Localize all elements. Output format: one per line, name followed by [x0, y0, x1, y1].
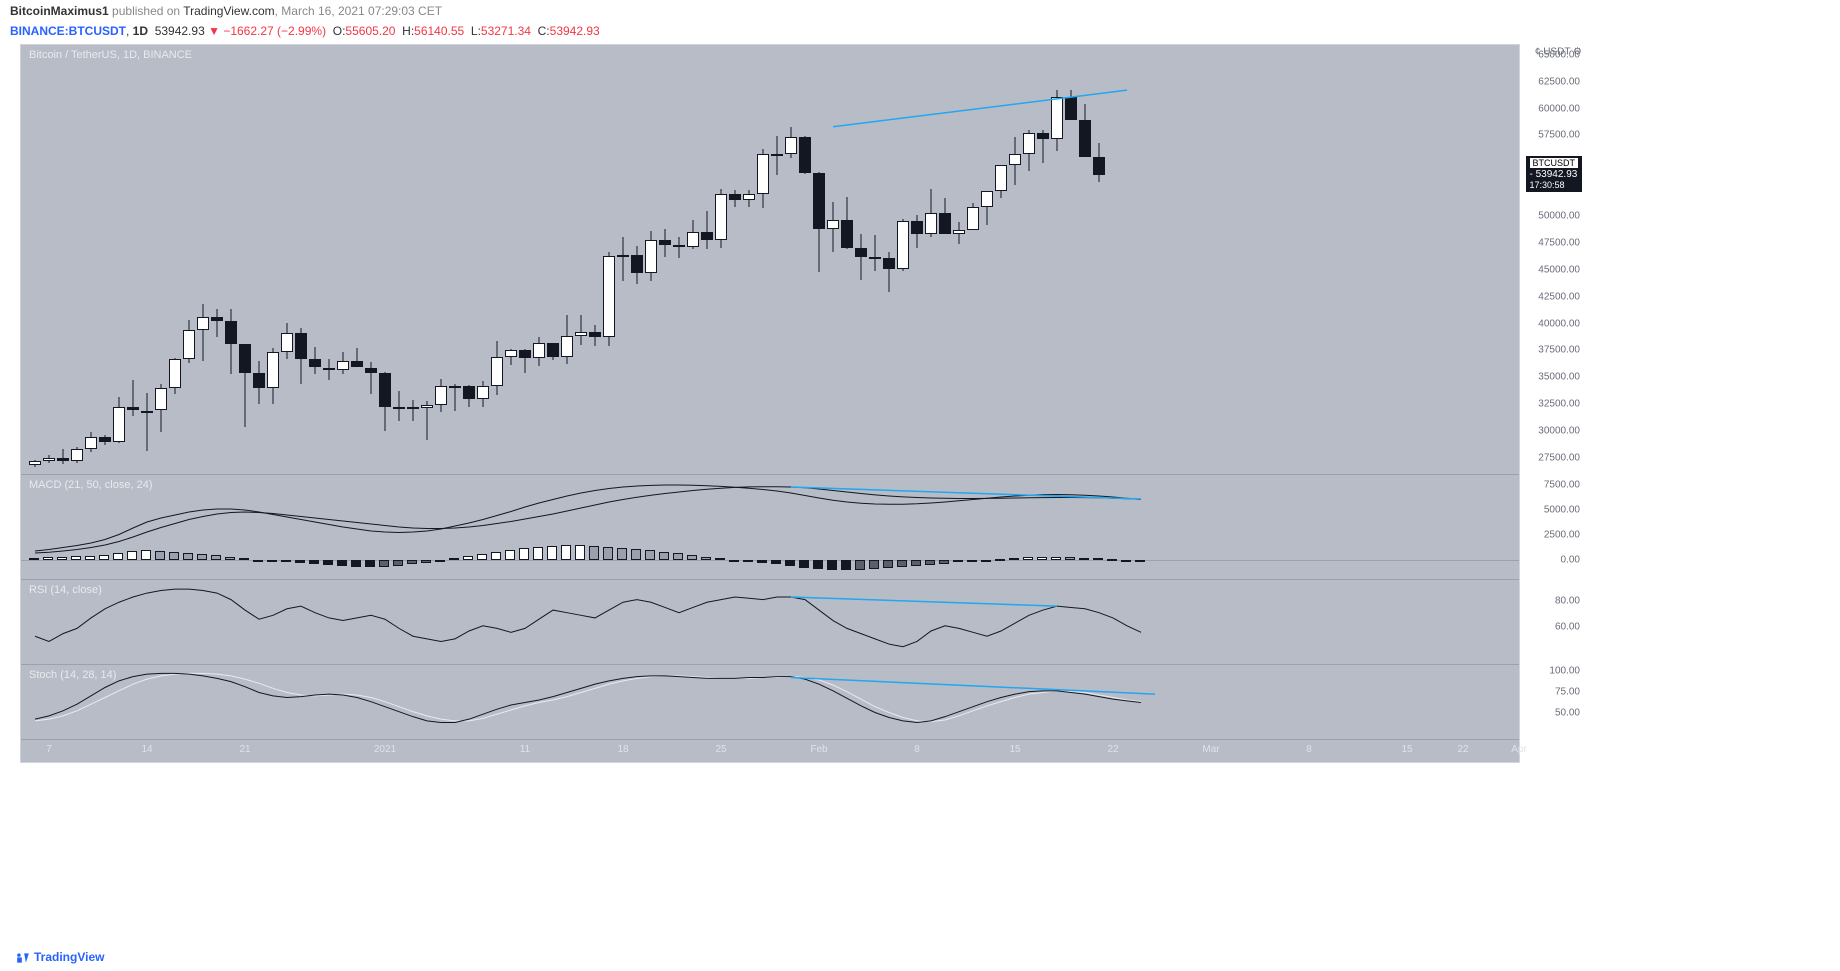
l-label: L: [471, 24, 481, 38]
time-tick: 15 [1401, 744, 1412, 755]
y-tick: 45000.00 [1538, 264, 1580, 275]
y-tick: 62500.00 [1538, 76, 1580, 87]
time-tick: 22 [1107, 744, 1118, 755]
y-tick: 32500.00 [1538, 399, 1580, 410]
low: 53271.34 [481, 24, 531, 38]
brand-footer[interactable]: TradingView [16, 950, 104, 965]
y-tick: 42500.00 [1538, 291, 1580, 302]
change: −1662.27 [223, 24, 273, 38]
y-tick: 60.00 [1555, 621, 1580, 632]
brand-name: TradingView [34, 950, 104, 964]
stoch-pane[interactable]: Stoch (14, 28, 14) [21, 665, 1519, 740]
change-pct: (−2.99%) [277, 24, 326, 38]
o-label: O: [333, 24, 346, 38]
timestamp: March 16, 2021 07:29:03 CET [281, 4, 442, 18]
y-tick: 50.00 [1555, 707, 1580, 718]
divergence-trendline[interactable] [21, 475, 1519, 579]
chart-frame[interactable]: Bitcoin / TetherUS, 1D, BINANCE MACD (21… [20, 44, 1520, 763]
price-axis[interactable]: ¢ USDT ⚙27500.0030000.0032500.0035000.00… [1522, 44, 1582, 765]
open: 55605.20 [345, 24, 395, 38]
y-tick: 50000.00 [1538, 211, 1580, 222]
macd-pane[interactable]: MACD (21, 50, close, 24) [21, 475, 1519, 580]
price-pane[interactable]: Bitcoin / TetherUS, 1D, BINANCE [21, 45, 1519, 475]
c-label: C: [538, 24, 550, 38]
publish-line: BitcoinMaximus1 published on TradingView… [0, 0, 1840, 22]
tradingview-logo-icon [16, 951, 30, 965]
time-tick: Feb [810, 744, 827, 755]
published-on-label: published on [112, 4, 180, 18]
y-tick: 2500.00 [1544, 530, 1580, 541]
rsi-pane[interactable]: RSI (14, close) [21, 580, 1519, 665]
time-tick: 7 [46, 744, 52, 755]
divergence-trendline[interactable] [21, 45, 1519, 475]
time-tick: 8 [1306, 744, 1312, 755]
close: 53942.93 [550, 24, 600, 38]
y-tick: 100.00 [1549, 666, 1580, 677]
site: TradingView.com [183, 4, 274, 18]
y-tick: 27500.00 [1538, 452, 1580, 463]
time-axis[interactable]: 714212021111825Feb81522Mar81522Apr [21, 740, 1519, 762]
last-price: 53942.93 [155, 24, 205, 38]
y-tick: 40000.00 [1538, 318, 1580, 329]
y-tick: 30000.00 [1538, 426, 1580, 437]
down-arrow-icon: ▼ [208, 24, 223, 38]
y-tick: 65000.00 [1538, 49, 1580, 60]
time-tick: 15 [1009, 744, 1020, 755]
y-tick: 0.00 [1561, 555, 1580, 566]
divergence-trendline[interactable] [21, 580, 1519, 664]
macd-label: MACD (21, 50, close, 24) [29, 479, 153, 491]
time-tick: 22 [1457, 744, 1468, 755]
divergence-trendline[interactable] [21, 665, 1519, 739]
time-tick: 8 [914, 744, 920, 755]
y-tick: 80.00 [1555, 595, 1580, 606]
y-tick: 7500.00 [1544, 480, 1580, 491]
time-tick: 18 [617, 744, 628, 755]
last-price-tag[interactable]: BTCUSDT- 53942.9317:30:58 [1526, 156, 1583, 192]
symbol[interactable]: BINANCE:BTCUSDT [10, 24, 126, 38]
ohlc-line: BINANCE:BTCUSDT, 1D 53942.93 ▼ −1662.27 … [0, 22, 1840, 44]
y-tick: 57500.00 [1538, 130, 1580, 141]
rsi-label: RSI (14, close) [29, 584, 102, 596]
main-pane-label: Bitcoin / TetherUS, 1D, BINANCE [29, 49, 192, 61]
y-tick: 35000.00 [1538, 372, 1580, 383]
time-tick: 25 [715, 744, 726, 755]
time-tick: Mar [1202, 744, 1219, 755]
interval: 1D [133, 24, 148, 38]
h-label: H: [402, 24, 414, 38]
time-tick: 2021 [374, 744, 396, 755]
y-tick: 75.00 [1555, 687, 1580, 698]
y-tick: 5000.00 [1544, 505, 1580, 516]
time-tick: 21 [239, 744, 250, 755]
y-tick: 60000.00 [1538, 103, 1580, 114]
time-tick: 14 [141, 744, 152, 755]
y-tick: 47500.00 [1538, 237, 1580, 248]
author: BitcoinMaximus1 [10, 4, 109, 18]
high: 56140.55 [414, 24, 464, 38]
y-tick: 37500.00 [1538, 345, 1580, 356]
stoch-label: Stoch (14, 28, 14) [29, 669, 116, 681]
time-tick: 11 [520, 744, 530, 755]
